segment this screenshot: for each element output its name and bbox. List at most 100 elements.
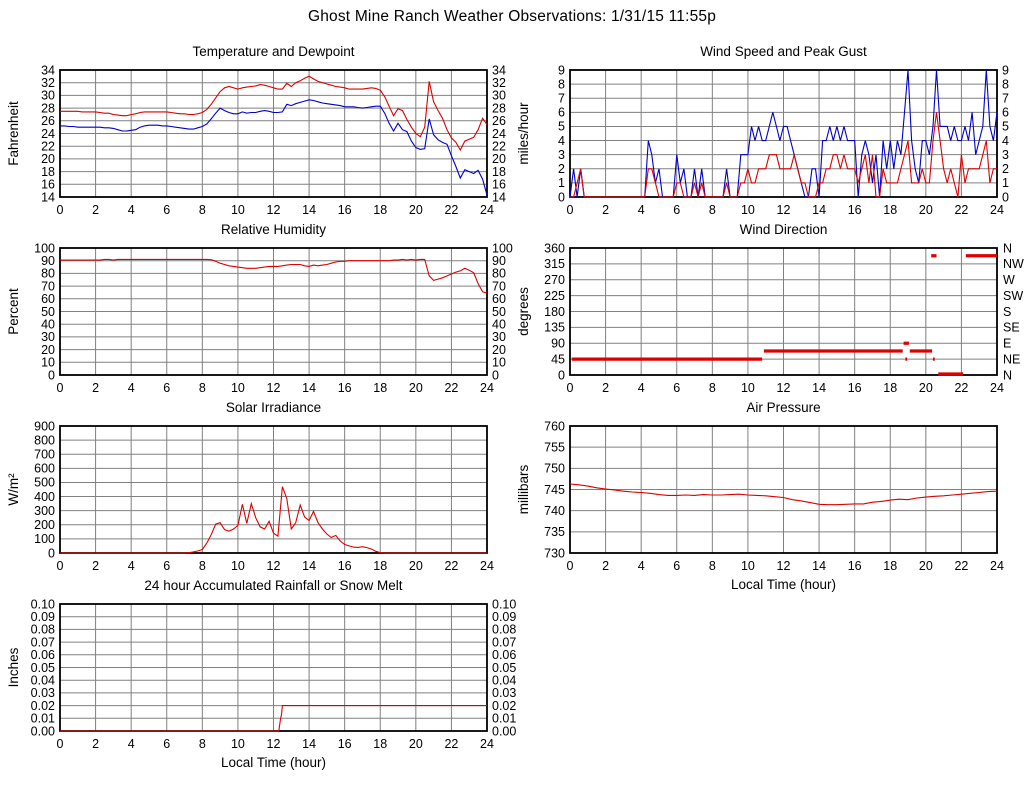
- svg-text:14: 14: [302, 203, 316, 217]
- svg-text:30: 30: [492, 330, 506, 344]
- svg-text:0: 0: [492, 368, 499, 382]
- svg-text:24: 24: [41, 127, 55, 141]
- svg-text:755: 755: [544, 440, 565, 454]
- svg-text:0: 0: [48, 546, 55, 560]
- svg-text:90: 90: [41, 254, 55, 268]
- x-tick-labels: 0 2 4 6 8 10 12 14 16 18 20 22 24: [57, 737, 494, 751]
- svg-text:16: 16: [338, 203, 352, 217]
- svg-text:8: 8: [558, 77, 565, 91]
- svg-text:740: 740: [544, 504, 565, 518]
- svg-text:735: 735: [544, 525, 565, 539]
- svg-text:0: 0: [48, 368, 55, 382]
- svg-text:12: 12: [777, 381, 791, 395]
- svg-text:0: 0: [567, 381, 574, 395]
- plot-border: [569, 425, 998, 554]
- svg-text:16: 16: [338, 381, 352, 395]
- svg-text:20: 20: [492, 152, 506, 166]
- chart-relative-humidity: Relative Humidity 0 2 4 6 8 10 12 14 16 18 20 22 24 0…: [0, 218, 513, 414]
- series-rainfall: [60, 705, 487, 732]
- svg-text:16: 16: [338, 559, 352, 573]
- svg-text:6: 6: [163, 559, 170, 573]
- svg-text:W: W: [1003, 273, 1015, 287]
- series-wind-speed: [570, 112, 997, 198]
- svg-text:14: 14: [302, 381, 316, 395]
- svg-text:22: 22: [954, 381, 968, 395]
- x-tick-labels: 0 2 4 6 8 10 12 14 16 18 20 22 24: [57, 203, 494, 217]
- y-axis-label: Fahrenheit: [6, 101, 21, 166]
- svg-text:4: 4: [128, 737, 135, 751]
- svg-text:14: 14: [812, 381, 826, 395]
- svg-text:3: 3: [558, 148, 565, 162]
- svg-text:14: 14: [812, 203, 826, 217]
- svg-text:8: 8: [709, 203, 716, 217]
- wind-speed-gust-plot: 0 2 4 6 8 10 12 14 16 18 20 22 240 01 12 23 34 45 56 67 78 89…: [516, 63, 1009, 217]
- svg-text:6: 6: [673, 203, 680, 217]
- svg-text:0.10: 0.10: [492, 597, 516, 611]
- svg-text:10: 10: [231, 559, 245, 573]
- svg-text:9: 9: [558, 63, 565, 77]
- grid-lines: [570, 248, 997, 375]
- chart-temperature-dewpoint: Temperature and Dewpoint 0 2 4 6 8 10 12 14 16 18…: [0, 40, 512, 236]
- svg-text:2: 2: [92, 203, 99, 217]
- svg-text:0: 0: [57, 203, 64, 217]
- svg-text:30: 30: [492, 89, 506, 103]
- svg-text:20: 20: [919, 203, 933, 217]
- plot-border: [59, 425, 488, 554]
- svg-text:0.09: 0.09: [31, 610, 55, 624]
- svg-text:12: 12: [267, 737, 281, 751]
- svg-text:8: 8: [199, 203, 206, 217]
- svg-text:360: 360: [544, 241, 565, 255]
- svg-text:500: 500: [34, 476, 55, 490]
- svg-text:7: 7: [1002, 92, 1009, 106]
- y-axis-label: millibars: [516, 465, 531, 515]
- svg-text:135: 135: [544, 321, 565, 335]
- svg-text:45: 45: [551, 352, 565, 366]
- svg-text:2: 2: [602, 203, 609, 217]
- svg-text:18: 18: [883, 203, 897, 217]
- svg-text:8: 8: [1002, 77, 1009, 91]
- svg-text:730: 730: [544, 546, 565, 560]
- x-tick-labels: 0 2 4 6 8 10 12 14 16 18 20 22 24: [567, 381, 1004, 395]
- svg-text:0.01: 0.01: [31, 712, 55, 726]
- svg-text:0: 0: [1002, 190, 1009, 204]
- svg-text:60: 60: [492, 292, 506, 306]
- svg-text:6: 6: [163, 203, 170, 217]
- svg-text:40: 40: [492, 318, 506, 332]
- svg-text:0.02: 0.02: [492, 699, 516, 713]
- rainfall-plot: 0 2 4 6 8 10 12 14 16 18 20 22 240.00 0.000.01 0.010.0…: [6, 597, 516, 770]
- svg-text:0: 0: [558, 368, 565, 382]
- svg-text:800: 800: [34, 433, 55, 447]
- svg-text:60: 60: [41, 292, 55, 306]
- svg-text:4: 4: [638, 203, 645, 217]
- svg-text:SW: SW: [1003, 289, 1023, 303]
- y-tick-labels: 0 01 12 23 34 45 56 67 78 89 9: [558, 63, 1009, 204]
- svg-text:10: 10: [492, 356, 506, 370]
- svg-text:24: 24: [480, 203, 494, 217]
- svg-text:50: 50: [41, 305, 55, 319]
- svg-text:10: 10: [41, 356, 55, 370]
- svg-text:0: 0: [57, 381, 64, 395]
- x-tick-labels: 0 2 4 6 8 10 12 14 16 18 20 22 24: [567, 203, 1004, 217]
- svg-text:900: 900: [34, 419, 55, 433]
- svg-text:0.07: 0.07: [31, 635, 55, 649]
- svg-text:100: 100: [34, 241, 55, 255]
- svg-text:12: 12: [267, 381, 281, 395]
- svg-text:4: 4: [128, 559, 135, 573]
- plot-border: [59, 247, 488, 376]
- x-tick-labels: 0 2 4 6 8 10 12 14 16 18 20 22 24: [57, 381, 494, 395]
- svg-text:2: 2: [558, 162, 565, 176]
- svg-text:1: 1: [1002, 176, 1009, 190]
- svg-text:315: 315: [544, 257, 565, 271]
- svg-text:0.03: 0.03: [31, 686, 55, 700]
- svg-text:N: N: [1003, 241, 1012, 255]
- svg-text:34: 34: [41, 63, 55, 77]
- svg-text:24: 24: [480, 381, 494, 395]
- svg-text:100: 100: [34, 532, 55, 546]
- svg-text:0.00: 0.00: [492, 724, 516, 738]
- grid-lines: [570, 426, 997, 553]
- grid-lines: [60, 248, 487, 375]
